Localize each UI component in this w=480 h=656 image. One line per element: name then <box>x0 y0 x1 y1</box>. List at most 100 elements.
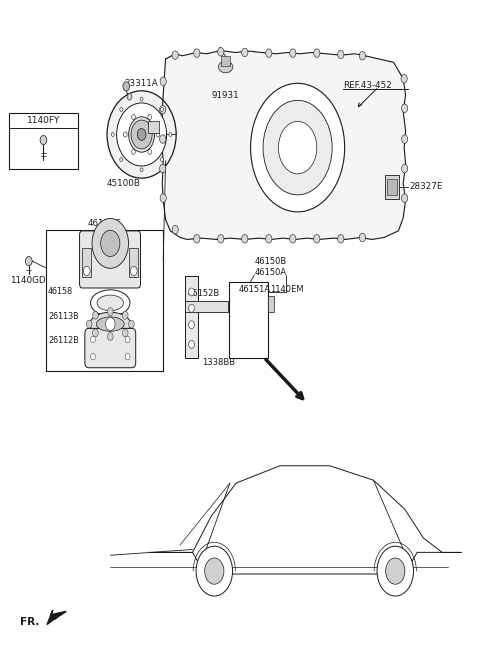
FancyBboxPatch shape <box>85 329 136 368</box>
Polygon shape <box>47 610 66 625</box>
Circle shape <box>93 312 98 319</box>
Ellipse shape <box>117 103 167 166</box>
Circle shape <box>125 337 130 343</box>
Text: 26113B: 26113B <box>48 312 79 321</box>
Bar <box>229 282 268 358</box>
Text: 23311A: 23311A <box>125 79 158 89</box>
Circle shape <box>193 49 200 57</box>
Circle shape <box>386 558 405 584</box>
Bar <box>130 248 138 277</box>
Circle shape <box>290 234 296 243</box>
Circle shape <box>122 329 128 337</box>
Circle shape <box>156 132 160 137</box>
Circle shape <box>137 129 146 140</box>
Circle shape <box>314 49 320 57</box>
Circle shape <box>86 320 92 328</box>
Circle shape <box>127 94 132 100</box>
Circle shape <box>101 230 120 256</box>
Circle shape <box>266 49 272 57</box>
Bar <box>9 113 78 169</box>
Circle shape <box>120 157 123 161</box>
Circle shape <box>263 100 332 195</box>
Bar <box>385 175 399 199</box>
Circle shape <box>140 97 143 101</box>
Text: 1338BB: 1338BB <box>202 358 235 367</box>
Text: 1140GD: 1140GD <box>10 276 45 285</box>
Circle shape <box>108 308 113 316</box>
Text: 46152B: 46152B <box>187 289 219 298</box>
Circle shape <box>401 75 407 83</box>
Circle shape <box>132 150 135 154</box>
Text: 46151A: 46151A <box>239 285 271 295</box>
Text: 46150A: 46150A <box>254 268 287 277</box>
Ellipse shape <box>218 61 233 73</box>
Circle shape <box>84 266 90 276</box>
Bar <box>221 56 230 66</box>
Circle shape <box>159 105 166 114</box>
Circle shape <box>93 329 98 337</box>
Text: REF.43-452: REF.43-452 <box>343 81 392 90</box>
Circle shape <box>123 82 130 91</box>
Circle shape <box>25 256 32 266</box>
Circle shape <box>120 108 123 112</box>
Circle shape <box>148 115 152 119</box>
Text: 26112B: 26112B <box>48 336 79 344</box>
Circle shape <box>108 333 113 340</box>
Circle shape <box>122 312 128 319</box>
Circle shape <box>140 168 143 172</box>
Bar <box>46 230 163 371</box>
Circle shape <box>129 117 155 152</box>
Ellipse shape <box>90 312 131 336</box>
Circle shape <box>251 83 345 212</box>
Circle shape <box>160 108 163 112</box>
Circle shape <box>204 558 224 584</box>
Circle shape <box>132 115 135 119</box>
Circle shape <box>131 120 152 149</box>
Circle shape <box>92 218 129 268</box>
Ellipse shape <box>96 317 124 331</box>
Circle shape <box>337 50 344 58</box>
Circle shape <box>242 49 248 57</box>
Text: FR.: FR. <box>20 617 39 627</box>
Circle shape <box>91 354 96 360</box>
Circle shape <box>91 337 96 343</box>
Circle shape <box>218 234 224 243</box>
Circle shape <box>160 157 163 161</box>
Circle shape <box>169 133 172 136</box>
Text: 45100B: 45100B <box>107 178 141 188</box>
Text: 28327E: 28327E <box>409 182 443 192</box>
Text: 1140EM: 1140EM <box>270 285 304 295</box>
Circle shape <box>401 135 408 144</box>
Circle shape <box>160 77 167 86</box>
Ellipse shape <box>107 91 176 178</box>
Circle shape <box>218 47 224 56</box>
Circle shape <box>160 194 167 202</box>
Circle shape <box>196 546 232 596</box>
Ellipse shape <box>97 295 123 311</box>
Circle shape <box>401 194 408 202</box>
Text: 46150B: 46150B <box>254 256 287 266</box>
Circle shape <box>111 133 114 136</box>
Bar <box>185 276 198 358</box>
Bar <box>268 296 274 312</box>
Circle shape <box>125 354 130 360</box>
Circle shape <box>189 304 194 312</box>
Polygon shape <box>162 51 406 239</box>
Text: 46120C: 46120C <box>87 218 121 228</box>
Circle shape <box>401 164 408 173</box>
Circle shape <box>106 318 115 331</box>
Circle shape <box>290 49 296 57</box>
Circle shape <box>359 51 366 60</box>
Circle shape <box>172 51 179 59</box>
Circle shape <box>40 136 47 145</box>
Bar <box>148 121 159 133</box>
Circle shape <box>193 234 200 243</box>
Circle shape <box>242 234 248 243</box>
Circle shape <box>314 234 320 243</box>
Bar <box>83 248 91 277</box>
Circle shape <box>131 266 137 276</box>
Circle shape <box>148 150 152 154</box>
Circle shape <box>129 320 134 328</box>
Circle shape <box>401 104 408 113</box>
Circle shape <box>189 340 194 348</box>
